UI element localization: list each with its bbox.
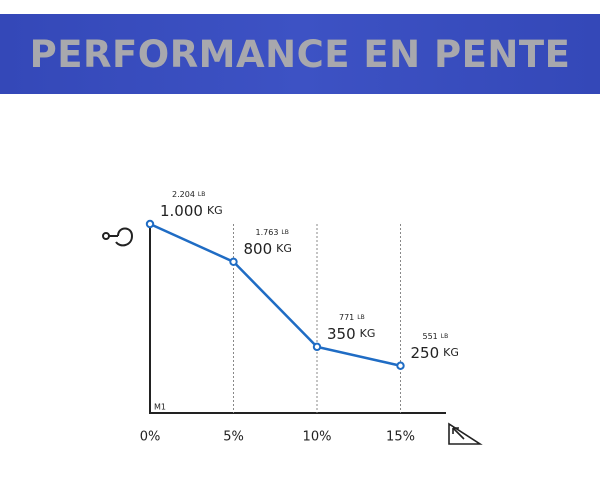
value: 250 xyxy=(411,343,440,361)
line xyxy=(149,222,401,367)
secondary-value: 1.763 xyxy=(256,227,279,236)
annotation: M1 xyxy=(154,403,166,412)
point xyxy=(312,342,322,352)
value: 1.000 xyxy=(160,202,203,220)
secondary-value: 2.204 xyxy=(172,190,195,199)
unit: KG xyxy=(443,346,459,359)
load-icon xyxy=(102,227,134,247)
secondary-unit: LB xyxy=(281,228,288,235)
secondary-value: 551 xyxy=(423,331,438,340)
chart-title: PERFORMANCE EN PENTE xyxy=(29,32,571,76)
value-label: 1.000 KG xyxy=(160,202,223,220)
title-banner: PERFORMANCE EN PENTE xyxy=(0,14,600,94)
unit: KG xyxy=(207,204,223,217)
unit: KG xyxy=(360,327,376,340)
point xyxy=(396,361,405,370)
value: 800 xyxy=(244,239,273,257)
secondary-unit: LB xyxy=(441,332,448,339)
slope-icon xyxy=(448,422,483,445)
secondary-unit: LB xyxy=(198,191,205,198)
value-label: 800 KG xyxy=(244,239,292,257)
secondary-label: 771 LB xyxy=(339,312,365,321)
secondary-unit: LB xyxy=(357,313,364,320)
secondary-value: 771 xyxy=(339,312,354,321)
x-tick-label: 15% xyxy=(386,430,415,445)
point xyxy=(145,219,155,229)
value: 350 xyxy=(327,324,356,342)
x-tick-label: 0% xyxy=(140,430,161,445)
point xyxy=(229,257,238,266)
x-tick-label: 5% xyxy=(223,430,244,445)
value-label: 350 KG xyxy=(327,324,375,342)
secondary-label: 2.204 LB xyxy=(172,190,205,199)
secondary-label: 1.763 LB xyxy=(256,227,289,236)
secondary-label: 551 LB xyxy=(423,331,449,340)
unit: KG xyxy=(276,242,292,255)
value-label: 250 KG xyxy=(411,343,459,361)
x-tick-label: 10% xyxy=(303,430,332,445)
